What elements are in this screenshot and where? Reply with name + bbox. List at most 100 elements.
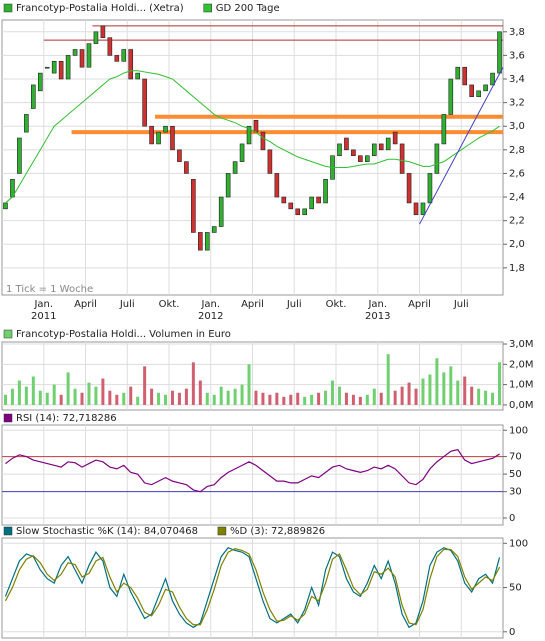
candle-body — [135, 72, 140, 80]
legend-swatch — [3, 413, 13, 423]
volume-bar — [477, 388, 481, 405]
candle-body — [497, 31, 502, 74]
candle-body — [3, 202, 8, 210]
y-tick-label: 0 — [509, 627, 515, 638]
volume-bar — [73, 388, 77, 405]
moving-average — [5, 70, 500, 204]
volume-bar — [344, 392, 348, 405]
candle-body — [232, 161, 238, 174]
volume-bar — [414, 388, 418, 405]
candle-body — [24, 114, 29, 133]
volume-bar — [317, 392, 321, 405]
y-tick-label: 2,6 — [509, 168, 525, 179]
y-tick-label: 0 — [509, 513, 515, 524]
candle-body — [378, 143, 384, 151]
volume-bar — [122, 392, 126, 405]
candle-body — [58, 61, 64, 80]
legend-label: Francotyp-Postalia Holdi... Volumen in E… — [16, 329, 231, 340]
candle-body — [128, 49, 134, 80]
candle-body — [260, 131, 266, 151]
candle-body — [365, 155, 370, 162]
candle-body — [65, 55, 71, 80]
x-tick-label: April — [408, 299, 431, 310]
x-tick-label: Jan. — [200, 299, 220, 310]
volume-bar — [491, 392, 495, 405]
legend-swatch — [3, 329, 13, 339]
note: 1 Tick = 1 Woche — [6, 284, 93, 295]
volume-bar — [94, 386, 98, 405]
candle-body — [51, 61, 57, 74]
volume-bar — [247, 364, 251, 405]
candle-body — [37, 72, 43, 92]
y-tick-label: 100 — [509, 538, 528, 549]
indicator-line — [5, 448, 500, 493]
candle-body — [17, 137, 22, 174]
candle-body — [93, 31, 99, 44]
candle-body — [392, 131, 398, 145]
volume-bar — [150, 388, 154, 405]
y-tick-label: 2,0M — [509, 359, 534, 370]
volume-bar — [449, 366, 453, 405]
volume-bar — [407, 382, 411, 405]
volume-bar — [31, 376, 35, 405]
volume-bar — [177, 392, 181, 405]
volume-bar — [421, 378, 425, 405]
volume-bar — [233, 388, 237, 405]
candle-body — [406, 173, 412, 204]
candle-body — [316, 196, 321, 204]
candle-body — [434, 143, 440, 174]
candle-body — [455, 66, 461, 80]
volume-bar — [289, 394, 293, 405]
candle-body — [448, 78, 454, 115]
y-tick-label: 3,8 — [509, 27, 525, 38]
volume-bar — [498, 362, 502, 405]
volume-bar — [331, 380, 335, 405]
volume-bar — [393, 390, 397, 405]
volume-bar — [38, 390, 42, 405]
volume-bar — [442, 372, 446, 405]
volume-bar — [52, 384, 56, 405]
candle-body — [191, 179, 196, 233]
y-tick-label: 2,4 — [509, 192, 525, 203]
candle-body — [490, 72, 495, 86]
candle-body — [72, 49, 78, 56]
candle-body — [149, 125, 154, 145]
volume-bar — [129, 386, 133, 405]
y-tick-label: 2,0 — [509, 239, 525, 250]
volume-bar — [358, 396, 362, 405]
volume-bar — [296, 392, 300, 405]
volume-bar — [45, 392, 49, 405]
candle-body — [184, 161, 189, 174]
candle-body — [462, 66, 468, 86]
volume-bar — [3, 394, 7, 405]
y-tick-label: 3,0 — [509, 121, 525, 132]
candle-body — [413, 202, 419, 216]
volume-bar — [24, 386, 28, 405]
candle-body — [239, 143, 245, 162]
candle-body — [253, 120, 259, 133]
candle-body — [281, 196, 287, 204]
volume-bar — [337, 386, 341, 405]
candle-body — [267, 149, 273, 174]
x-tick-label: Juli — [286, 299, 302, 310]
volume-bar — [143, 366, 147, 405]
candle-body — [302, 208, 307, 216]
volume-bar — [157, 392, 161, 405]
legend-swatch — [3, 526, 13, 536]
candle-body — [358, 155, 363, 162]
volume-bar — [219, 386, 223, 405]
volume-bar — [282, 396, 286, 405]
year-label: 2011 — [31, 311, 56, 322]
volume-bar — [400, 386, 404, 405]
year-label: 2012 — [198, 311, 223, 322]
candle-body — [469, 84, 474, 98]
x-tick-label: Juli — [453, 299, 469, 310]
y-tick-label: 50 — [509, 583, 522, 594]
x-tick-label: Okt. — [326, 299, 347, 310]
volume-bar — [324, 390, 328, 405]
volume-bar — [275, 392, 279, 405]
y-tick-label: 50 — [509, 469, 522, 480]
candle-body — [420, 202, 426, 216]
volume-bar — [435, 358, 439, 405]
candle-body — [385, 137, 391, 151]
